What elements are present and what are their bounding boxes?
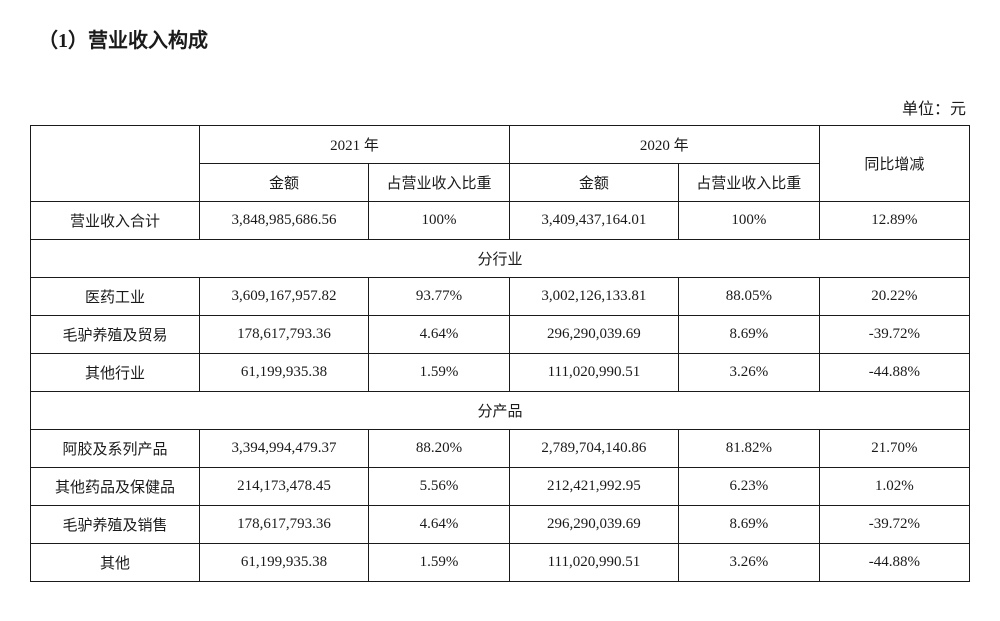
pct-2020: 100% [678, 202, 819, 240]
yoy: -39.72% [819, 506, 969, 544]
header-amount-2021: 金额 [200, 164, 369, 202]
table-row: 阿胶及系列产品3,394,994,479.3788.20%2,789,704,1… [31, 430, 970, 468]
header-pct-2021: 占营业收入比重 [369, 164, 510, 202]
amt-2021: 3,609,167,957.82 [200, 278, 369, 316]
amt-2020: 2,789,704,140.86 [509, 430, 678, 468]
pct-2021: 5.56% [369, 468, 510, 506]
amt-2020: 111,020,990.51 [509, 544, 678, 582]
pct-2021: 4.64% [369, 316, 510, 354]
header-year-2021: 2021 年 [200, 126, 510, 164]
yoy: 20.22% [819, 278, 969, 316]
yoy: -39.72% [819, 316, 969, 354]
section-title-row: 分行业 [31, 240, 970, 278]
amt-2021: 214,173,478.45 [200, 468, 369, 506]
pct-2021: 93.77% [369, 278, 510, 316]
table-header: 2021 年 2020 年 同比增减 金额 占营业收入比重 金额 占营业收入比重 [31, 126, 970, 202]
yoy: -44.88% [819, 354, 969, 392]
section-title-row: 分产品 [31, 392, 970, 430]
revenue-composition-table: 2021 年 2020 年 同比增减 金额 占营业收入比重 金额 占营业收入比重… [30, 125, 970, 582]
amt-2021: 178,617,793.36 [200, 506, 369, 544]
section-heading: （1）营业收入构成 [30, 24, 970, 53]
pct-2021: 100% [369, 202, 510, 240]
pct-2020: 3.26% [678, 544, 819, 582]
pct-2020: 88.05% [678, 278, 819, 316]
header-pct-2020: 占营业收入比重 [678, 164, 819, 202]
row-label: 医药工业 [31, 278, 200, 316]
amt-2020: 296,290,039.69 [509, 506, 678, 544]
table-row: 其他药品及保健品214,173,478.455.56%212,421,992.9… [31, 468, 970, 506]
table-row: 医药工业3,609,167,957.8293.77%3,002,126,133.… [31, 278, 970, 316]
yoy: 12.89% [819, 202, 969, 240]
header-yoy: 同比增减 [819, 126, 969, 202]
section-title: 分行业 [31, 240, 970, 278]
pct-2020: 8.69% [678, 316, 819, 354]
table-row: 其他行业61,199,935.381.59%111,020,990.513.26… [31, 354, 970, 392]
amt-2021: 3,394,994,479.37 [200, 430, 369, 468]
unit-label: 单位：元 [30, 95, 970, 119]
table-row: 其他61,199,935.381.59%111,020,990.513.26%-… [31, 544, 970, 582]
amt-2020: 296,290,039.69 [509, 316, 678, 354]
row-label: 营业收入合计 [31, 202, 200, 240]
amt-2021: 61,199,935.38 [200, 544, 369, 582]
amt-2021: 178,617,793.36 [200, 316, 369, 354]
row-label: 其他药品及保健品 [31, 468, 200, 506]
row-label: 阿胶及系列产品 [31, 430, 200, 468]
header-blank [31, 126, 200, 202]
pct-2021: 1.59% [369, 544, 510, 582]
pct-2020: 8.69% [678, 506, 819, 544]
amt-2020: 111,020,990.51 [509, 354, 678, 392]
section-title: 分产品 [31, 392, 970, 430]
table-row: 毛驴养殖及销售178,617,793.364.64%296,290,039.69… [31, 506, 970, 544]
header-amount-2020: 金额 [509, 164, 678, 202]
pct-2021: 4.64% [369, 506, 510, 544]
amt-2021: 3,848,985,686.56 [200, 202, 369, 240]
yoy: 1.02% [819, 468, 969, 506]
amt-2020: 212,421,992.95 [509, 468, 678, 506]
pct-2021: 88.20% [369, 430, 510, 468]
amt-2020: 3,002,126,133.81 [509, 278, 678, 316]
row-label: 毛驴养殖及贸易 [31, 316, 200, 354]
header-year-2020: 2020 年 [509, 126, 819, 164]
pct-2020: 81.82% [678, 430, 819, 468]
pct-2020: 3.26% [678, 354, 819, 392]
amt-2021: 61,199,935.38 [200, 354, 369, 392]
pct-2020: 6.23% [678, 468, 819, 506]
amt-2020: 3,409,437,164.01 [509, 202, 678, 240]
pct-2021: 1.59% [369, 354, 510, 392]
row-label: 其他行业 [31, 354, 200, 392]
yoy: 21.70% [819, 430, 969, 468]
table-row: 毛驴养殖及贸易178,617,793.364.64%296,290,039.69… [31, 316, 970, 354]
total-row: 营业收入合计3,848,985,686.56100%3,409,437,164.… [31, 202, 970, 240]
row-label: 毛驴养殖及销售 [31, 506, 200, 544]
table-body: 营业收入合计3,848,985,686.56100%3,409,437,164.… [31, 202, 970, 582]
row-label: 其他 [31, 544, 200, 582]
yoy: -44.88% [819, 544, 969, 582]
